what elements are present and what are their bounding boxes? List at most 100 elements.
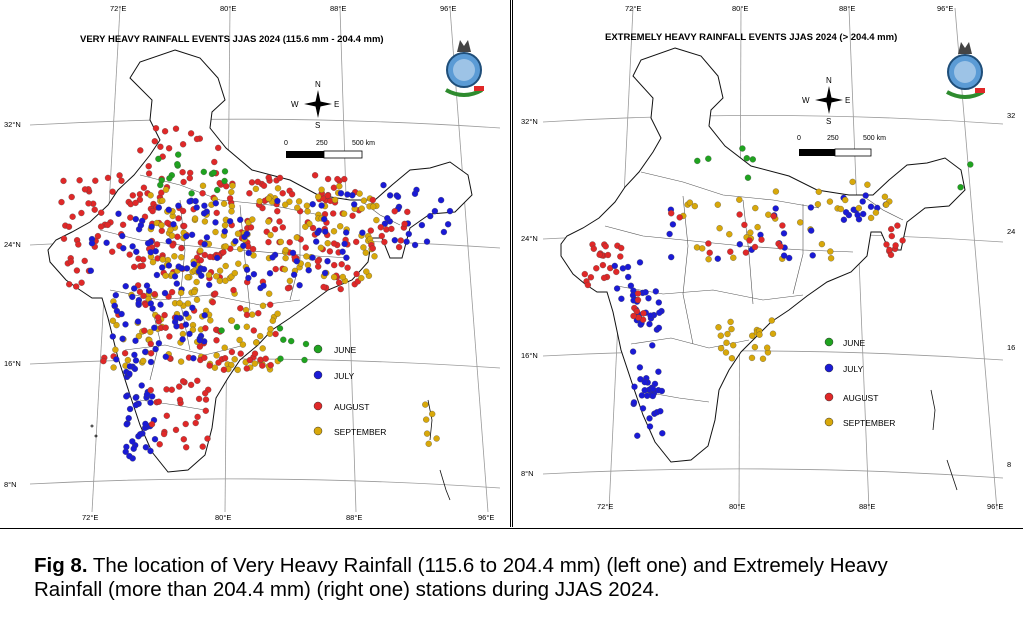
station-dot-september: [337, 223, 344, 230]
station-dot-july: [173, 314, 180, 322]
station-dot-june: [218, 327, 225, 334]
station-dot-august: [590, 245, 597, 252]
station-dot-august: [109, 248, 116, 255]
station-dot-september: [229, 182, 236, 189]
station-dot-september: [769, 330, 777, 337]
station-dot-september: [362, 249, 369, 256]
station-dot-august: [180, 436, 187, 443]
station-dot-august: [326, 248, 334, 255]
station-dot-july: [137, 431, 144, 438]
station-dot-july: [135, 300, 142, 307]
station-dot-september: [691, 202, 698, 210]
station-dot-september: [864, 181, 871, 188]
station-dot-september: [211, 364, 219, 371]
compass-n: N: [315, 80, 321, 89]
station-dot-september: [234, 230, 242, 237]
station-dot-august: [288, 191, 296, 198]
station-dot-august: [894, 222, 901, 229]
legend-label-june: JUNE: [843, 338, 866, 348]
station-dot-september: [207, 317, 214, 324]
station-dot-august: [250, 327, 257, 334]
station-dot-july: [659, 430, 666, 437]
station-dot-august: [141, 327, 148, 334]
station-dot-september: [754, 223, 761, 231]
station-dot-august: [602, 243, 609, 250]
station-dot-july: [142, 420, 149, 428]
station-dot-july: [411, 241, 419, 249]
station-dot-august: [237, 350, 244, 357]
station-dot-september: [234, 366, 241, 374]
station-dot-august: [65, 223, 73, 230]
state-boundaries: [604, 171, 904, 403]
scale-bar: 0 250 500 km: [797, 135, 886, 157]
station-dot-july: [842, 209, 850, 216]
station-dot-july: [123, 393, 130, 400]
station-dot-september: [281, 266, 288, 273]
station-dot-august: [109, 188, 116, 195]
station-dot-september: [768, 317, 775, 324]
station-dot-august: [388, 225, 395, 233]
station-dot-july: [144, 240, 152, 247]
station-dot-july: [126, 405, 134, 413]
station-dot-august: [160, 430, 168, 438]
compass-n: N: [826, 76, 832, 85]
top-tick-80: 80°E: [220, 4, 236, 13]
station-dot-august: [226, 195, 234, 202]
station-dot-august: [73, 267, 81, 274]
station-dot-july: [351, 201, 358, 208]
station-dot-september: [331, 196, 339, 204]
station-dot-july: [131, 285, 138, 292]
station-dot-july: [809, 252, 816, 259]
station-dot-july: [649, 392, 656, 400]
station-dot-august: [331, 261, 338, 269]
station-dot-june: [175, 151, 182, 158]
station-dot-july: [153, 271, 161, 279]
station-dot-july: [318, 202, 325, 209]
station-dot-july: [201, 202, 208, 209]
station-dot-august: [634, 296, 642, 304]
station-dot-july: [206, 281, 213, 289]
station-dot-august: [179, 207, 187, 215]
station-dot-july: [122, 283, 129, 290]
station-dot-july: [115, 210, 122, 217]
station-dot-august: [78, 209, 85, 217]
bottom-tick-72: 72°E: [82, 513, 98, 522]
top-tick-96: 96°E: [937, 4, 953, 13]
station-dot-july: [649, 342, 656, 349]
station-dot-august: [187, 130, 195, 137]
left-tick-24: 24°N: [4, 240, 21, 249]
station-dot-september: [730, 254, 737, 261]
station-dot-september: [429, 410, 436, 418]
station-dot-august: [139, 262, 146, 270]
station-dot-august: [593, 265, 600, 272]
station-dot-august: [140, 184, 148, 191]
station-dot-september: [159, 256, 166, 263]
station-dot-september: [724, 330, 731, 338]
station-dot-august: [248, 179, 256, 186]
station-dot-september: [304, 261, 312, 269]
station-dot-september: [277, 238, 284, 246]
station-dot-august: [265, 174, 272, 181]
station-dot-august: [584, 281, 592, 289]
station-dot-august: [85, 200, 92, 207]
station-dot-september: [693, 244, 701, 251]
scale-zero: 0: [797, 135, 801, 142]
station-dot-august: [315, 263, 322, 270]
station-dot-june: [739, 145, 746, 152]
station-dot-august: [213, 337, 220, 344]
station-dot-july: [165, 206, 172, 213]
station-dot-september: [759, 355, 767, 362]
station-dot-june: [302, 340, 310, 348]
station-dot-july: [170, 221, 177, 228]
islands: [90, 399, 451, 501]
station-dot-june: [967, 161, 974, 168]
station-dot-july: [618, 295, 625, 302]
station-dot-august: [155, 398, 162, 405]
station-dot-august: [706, 249, 713, 256]
station-dot-july: [337, 190, 345, 197]
station-dot-august: [81, 186, 89, 193]
station-dot-august: [618, 244, 625, 252]
station-dot-september: [324, 240, 331, 247]
station-dot-august: [183, 444, 190, 451]
station-dot-september: [815, 188, 822, 195]
